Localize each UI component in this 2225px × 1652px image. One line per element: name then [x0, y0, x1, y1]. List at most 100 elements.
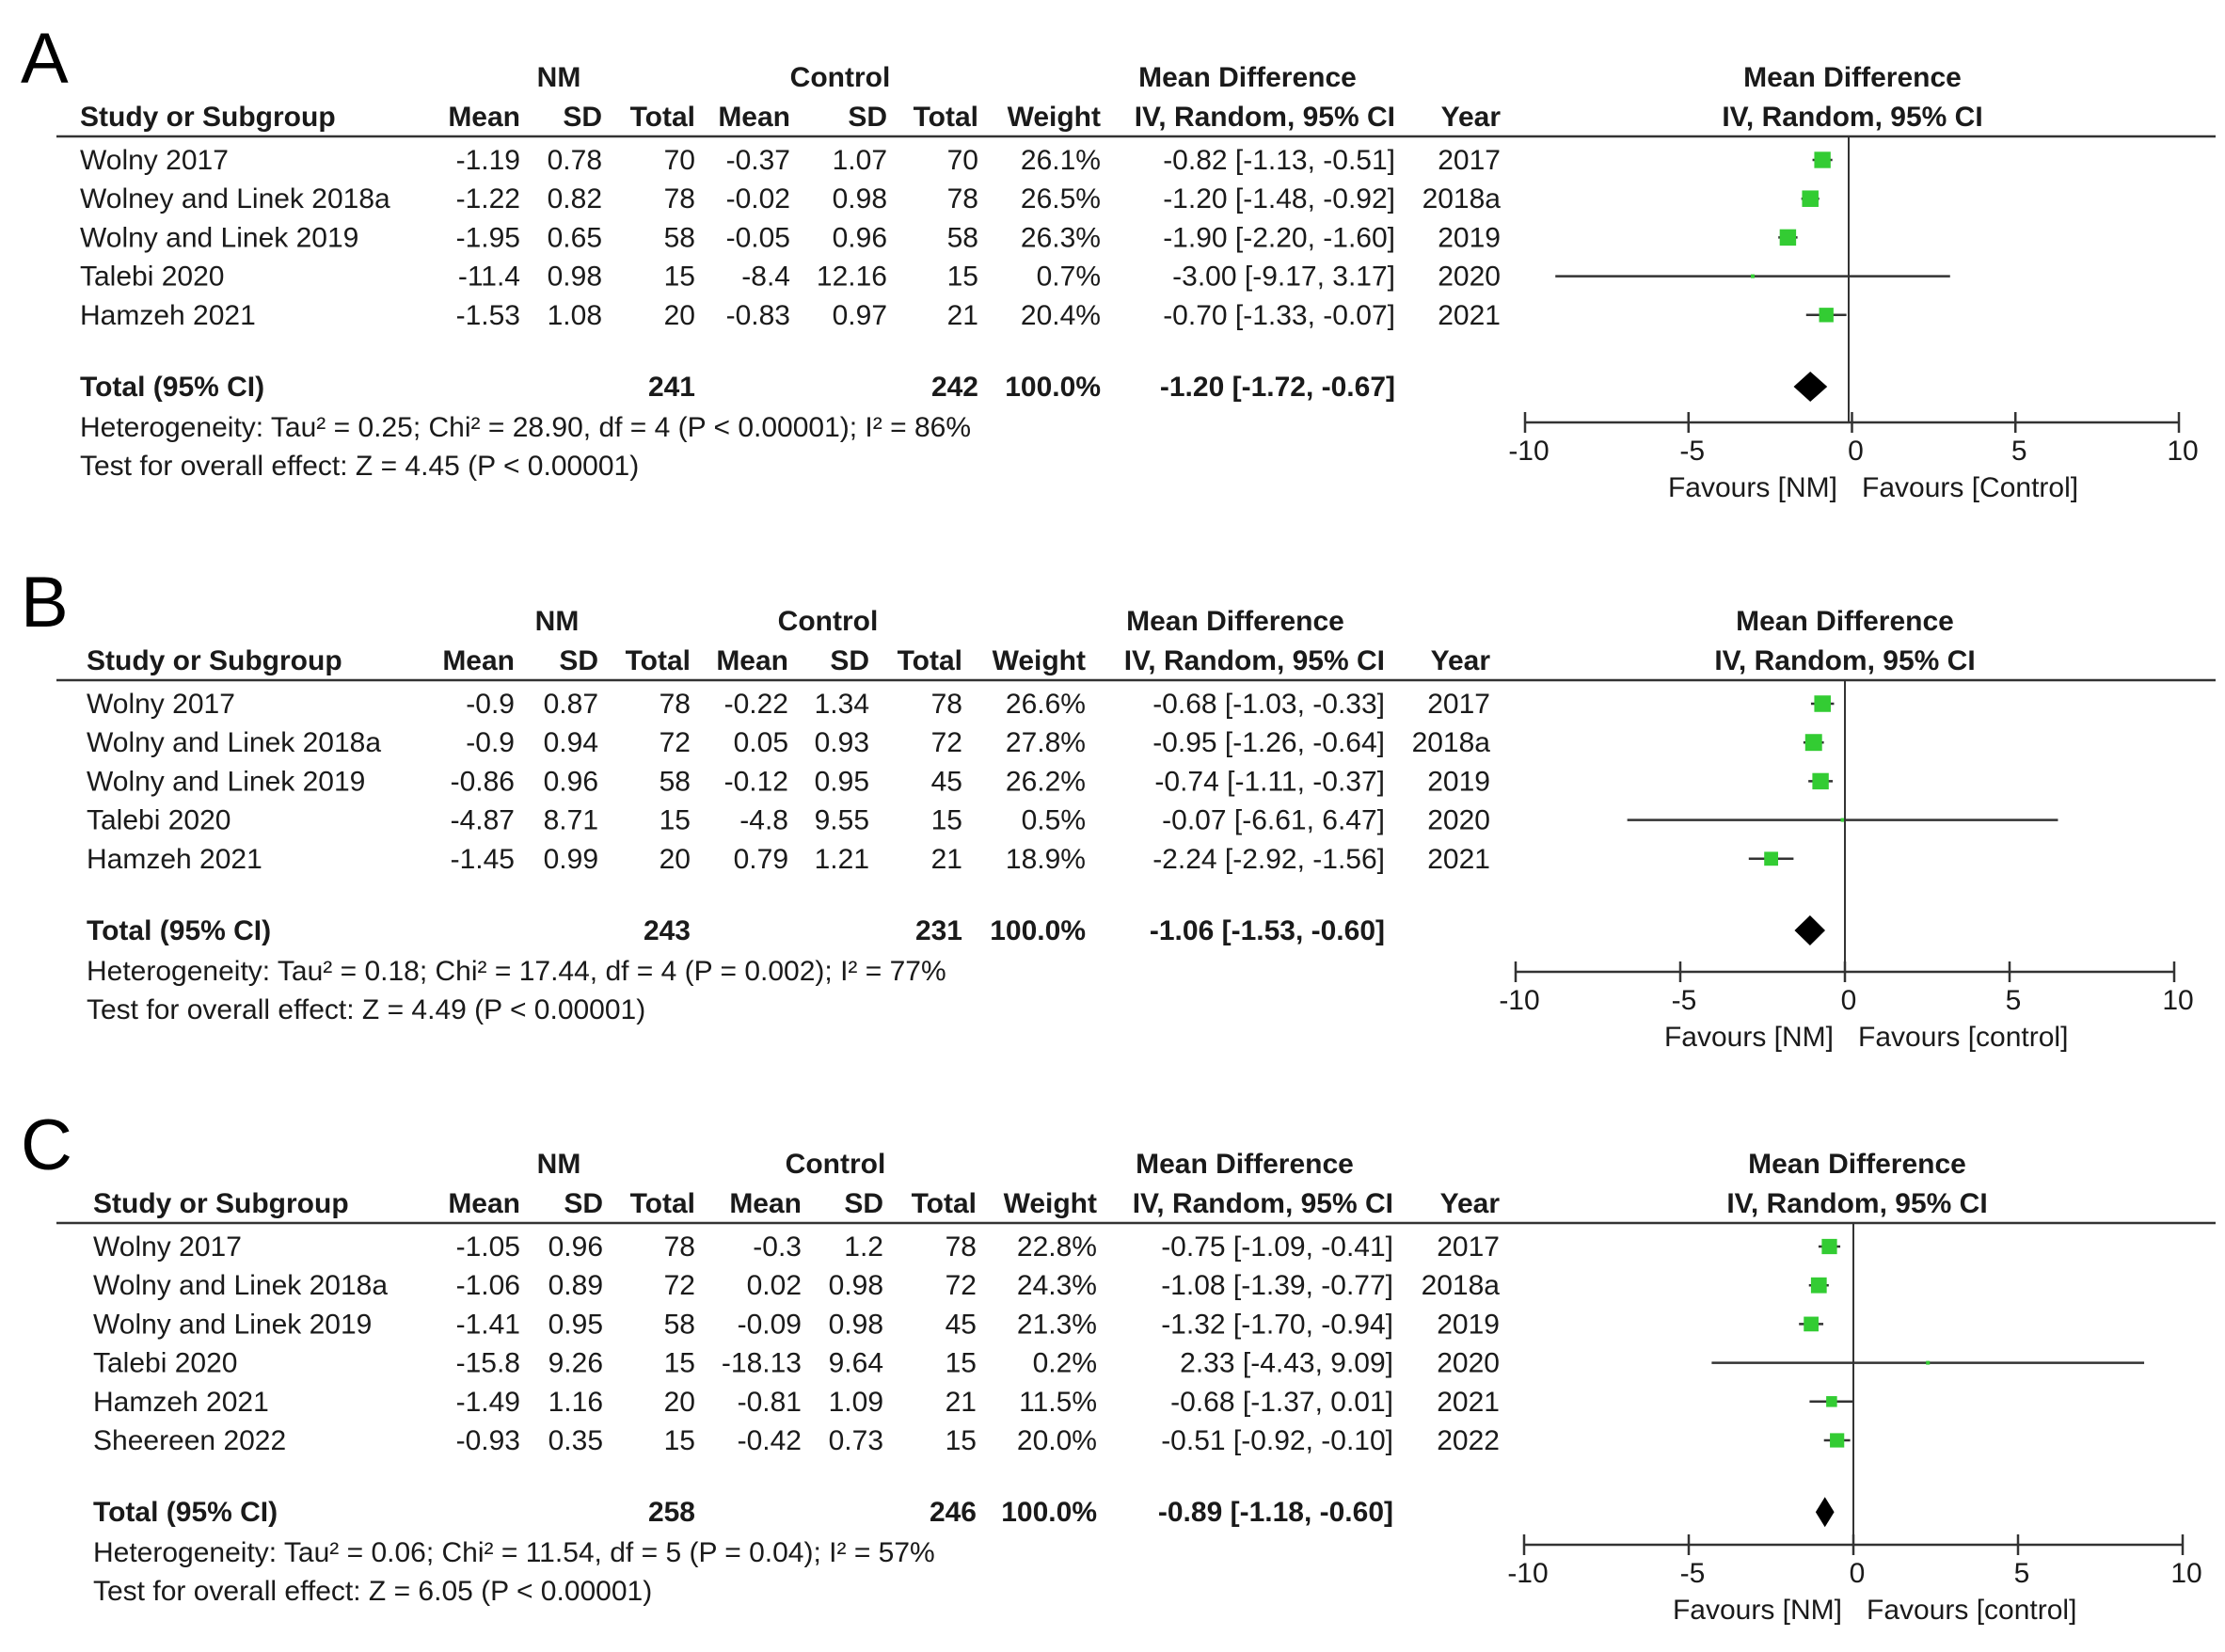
x-tick-label: 5: [2014, 1558, 2030, 1589]
overall-effect-text: Test for overall effect: Z = 6.05 (P < 0…: [93, 1576, 652, 1607]
header-mean-difference: Mean Difference: [1138, 62, 1357, 93]
mean-difference-ci: -1.90 [-2.20, -1.60]: [1163, 222, 1395, 253]
header-nm-mean: Mean: [448, 102, 520, 133]
study-name: Wolny and Linek 2018a: [87, 727, 381, 758]
total-control: 246: [930, 1497, 977, 1528]
point-estimate-square: [1830, 1433, 1845, 1448]
total-row: Total (95% CI) 243 231 100.0% -1.06 [-1.53, …: [87, 915, 1825, 946]
study-row: Wolney and Linek 2018a -1.22 0.82 78 -0.02 0.…: [80, 183, 1820, 214]
header-control-sd: SD: [848, 102, 887, 133]
header-control-group: Control: [790, 62, 891, 93]
mean-difference-ci: -0.68 [-1.37, 0.01]: [1170, 1387, 1393, 1418]
weight: 27.8%: [1006, 727, 1086, 758]
nm-mean: -1.05: [456, 1231, 520, 1263]
study-name: Talebi 2020: [87, 805, 230, 836]
header-control-sd: SD: [830, 645, 869, 676]
plot-header-title: Mean Difference: [1736, 606, 1954, 637]
mean-difference-ci: -2.24 [-2.92, -1.56]: [1152, 844, 1385, 875]
header-weight: Weight: [993, 645, 1086, 676]
point-estimate-square: [1814, 151, 1831, 168]
nm-sd: 8.71: [544, 805, 598, 836]
pooled-diamond: [1793, 372, 1828, 402]
control-total: 70: [947, 145, 978, 176]
study-name: Wolny and Linek 2019: [80, 222, 358, 253]
control-mean: 0.79: [734, 844, 788, 875]
study-name: Talebi 2020: [93, 1348, 237, 1379]
year: 2019: [1437, 1309, 1500, 1340]
weight: 26.2%: [1006, 766, 1086, 797]
control-mean: -4.8: [739, 805, 788, 836]
total-nm: 243: [644, 915, 691, 946]
control-sd: 0.73: [829, 1425, 883, 1456]
nm-sd: 1.08: [548, 300, 602, 331]
x-tick-label: 0: [1841, 985, 1857, 1016]
plot-header-title: Mean Difference: [1748, 1149, 1966, 1180]
plot-header-subtitle: IV, Random, 95% CI: [1714, 645, 1975, 676]
weight: 0.2%: [1033, 1348, 1097, 1379]
panel-letter: B: [21, 563, 69, 643]
nm-total: 58: [664, 1309, 695, 1340]
mean-difference-ci: -0.75 [-1.09, -0.41]: [1161, 1231, 1393, 1263]
control-total: 21: [946, 1387, 977, 1418]
control-sd: 0.93: [815, 727, 869, 758]
point-estimate-square: [1779, 229, 1797, 246]
control-total: 15: [947, 262, 978, 293]
total-control: 231: [915, 915, 962, 946]
year: 2019: [1438, 222, 1501, 253]
nm-mean: -1.22: [456, 183, 520, 214]
total-weight: 100.0%: [1001, 1497, 1097, 1528]
x-tick-label: 0: [1850, 1558, 1866, 1589]
plot-header-subtitle: IV, Random, 95% CI: [1722, 102, 1982, 133]
study-row: Wolny and Linek 2019 -1.95 0.65 58 -0.05 0.96…: [80, 222, 1798, 253]
control-sd: 9.55: [815, 805, 869, 836]
year: 2017: [1437, 1231, 1500, 1263]
control-sd: 0.98: [833, 183, 887, 214]
header-year: Year: [1440, 1188, 1501, 1219]
mean-difference-ci: -0.74 [-1.11, -0.37]: [1154, 766, 1385, 797]
point-estimate-square: [1802, 190, 1819, 207]
nm-sd: 0.78: [548, 145, 602, 176]
control-total: 78: [947, 183, 978, 214]
study-name: Wolny 2017: [87, 689, 235, 720]
control-total: 45: [931, 766, 962, 797]
point-estimate-square: [1826, 1396, 1837, 1407]
study-row: Talebi 2020 -4.87 8.71 15 -4.8 9.55 15 0.5% -0.0…: [87, 805, 2058, 836]
x-tick-label: 5: [2011, 436, 2027, 467]
header-nm-total: Total: [626, 645, 691, 676]
point-estimate-square: [1804, 734, 1822, 752]
total-control: 242: [931, 372, 978, 403]
header-study: Study or Subgroup: [93, 1188, 349, 1219]
favours-left-label: Favours [NM]: [1668, 472, 1837, 503]
weight: 20.0%: [1017, 1425, 1097, 1456]
total-row: Total (95% CI) 258 246 100.0% -0.89 [-1.18, …: [93, 1497, 1835, 1528]
nm-mean: -1.49: [456, 1387, 520, 1418]
header-control-total: Total: [912, 1188, 977, 1219]
study-name: Talebi 2020: [80, 262, 224, 293]
mean-difference-ci: 2.33 [-4.43, 9.09]: [1180, 1348, 1393, 1379]
study-name: Wolny 2017: [93, 1231, 242, 1263]
nm-mean: -0.9: [466, 689, 515, 720]
weight: 18.9%: [1006, 844, 1086, 875]
nm-total: 78: [664, 183, 695, 214]
header-study: Study or Subgroup: [87, 645, 342, 676]
nm-total: 78: [664, 1231, 695, 1263]
control-mean: 0.02: [747, 1270, 802, 1301]
year: 2020: [1438, 262, 1501, 293]
year: 2020: [1427, 805, 1490, 836]
header-mean-difference: Mean Difference: [1126, 606, 1344, 637]
mean-difference-ci: -1.20 [-1.48, -0.92]: [1163, 183, 1395, 214]
control-mean: -0.37: [726, 145, 790, 176]
control-mean: -0.81: [738, 1387, 802, 1418]
total-label: Total (95% CI): [80, 372, 264, 403]
study-row: Wolny and Linek 2018a -0.9 0.94 72 0.05 0.93 7…: [87, 727, 1824, 758]
header-control-total: Total: [898, 645, 962, 676]
control-total: 15: [931, 805, 962, 836]
study-name: Sheereen 2022: [93, 1425, 286, 1456]
weight: 24.3%: [1017, 1270, 1097, 1301]
study-name: Hamzeh 2021: [93, 1387, 269, 1418]
study-row: Wolny 2017 -1.05 0.96 78 -0.3 1.2 78 22.8% -0.75…: [93, 1231, 1841, 1263]
study-row: Talebi 2020 -11.4 0.98 15 -8.4 12.16 15 0.7% -3.…: [80, 262, 1950, 293]
point-estimate-square: [1751, 274, 1755, 278]
nm-mean: -1.45: [451, 844, 515, 875]
header-year: Year: [1441, 102, 1502, 133]
